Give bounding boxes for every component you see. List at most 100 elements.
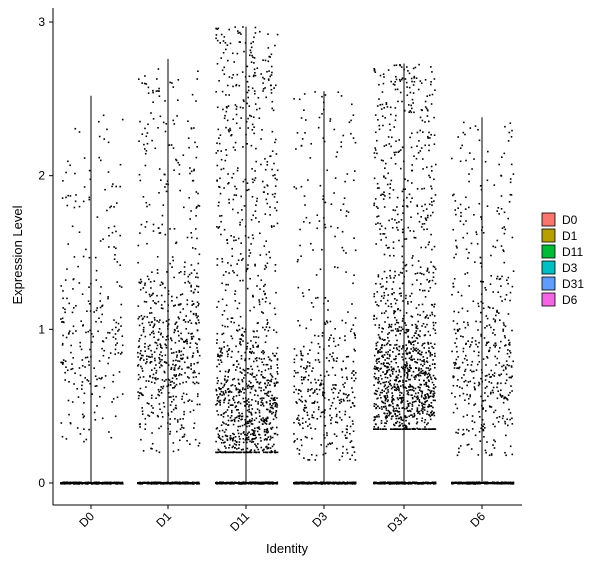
data-point: [218, 401, 220, 403]
data-point: [250, 115, 253, 118]
data-point: [297, 414, 300, 417]
data-point: [251, 420, 253, 422]
data-point: [171, 300, 173, 302]
data-point: [191, 400, 193, 402]
data-point: [61, 435, 64, 438]
data-point: [109, 352, 112, 354]
data-point: [377, 381, 379, 384]
data-point: [258, 303, 261, 306]
data-point: [246, 65, 249, 68]
data-point: [390, 326, 393, 328]
data-point: [98, 135, 101, 138]
data-point: [150, 294, 153, 296]
data-point: [139, 232, 141, 234]
data-point: [334, 235, 336, 238]
data-point: [178, 164, 181, 166]
data-point: [158, 394, 161, 397]
data-point: [405, 297, 407, 300]
data-point: [265, 96, 267, 99]
data-point: [181, 338, 184, 341]
data-point: [413, 81, 416, 83]
data-point: [354, 141, 357, 144]
data-point: [259, 437, 262, 439]
data-point: [222, 52, 225, 54]
data-point: [177, 449, 180, 451]
data-point: [264, 87, 266, 89]
data-point: [226, 318, 229, 320]
data-point: [171, 339, 173, 342]
data-point: [251, 417, 253, 420]
data-point: [300, 444, 303, 447]
data-point: [412, 350, 414, 352]
data-point: [120, 325, 122, 327]
data-point: [409, 410, 412, 413]
data-point: [373, 318, 375, 320]
data-point: [405, 426, 407, 428]
data-point: [253, 336, 255, 338]
data-point: [259, 381, 262, 384]
data-point: [267, 436, 270, 438]
data-point: [234, 300, 237, 302]
data-point: [410, 292, 413, 295]
data-point: [224, 370, 227, 373]
data-point: [190, 310, 192, 313]
data-point: [231, 446, 234, 449]
data-point: [274, 207, 276, 209]
data-point: [142, 329, 145, 331]
data-point: [168, 144, 171, 146]
data-point: [196, 78, 198, 80]
data-point: [402, 267, 404, 270]
data-point: [226, 435, 229, 438]
data-point: [398, 410, 400, 413]
data-point: [239, 389, 241, 391]
data-point: [389, 254, 391, 257]
data-point: [383, 294, 386, 297]
data-point: [300, 365, 302, 368]
data-point: [171, 256, 174, 258]
data-point: [152, 407, 154, 409]
data-point: [270, 84, 272, 87]
data-point: [216, 410, 218, 412]
data-point: [161, 347, 163, 349]
data-point: [433, 394, 435, 397]
data-point: [432, 406, 434, 409]
data-point: [402, 367, 404, 370]
data-point: [71, 225, 74, 228]
data-point: [101, 376, 103, 379]
data-point: [242, 257, 244, 260]
data-point: [403, 238, 406, 240]
data-point: [164, 100, 166, 102]
data-point: [340, 141, 343, 143]
data-point: [246, 287, 249, 290]
data-point: [263, 351, 265, 354]
data-point: [416, 131, 419, 134]
data-point: [414, 392, 417, 395]
data-point: [342, 360, 344, 363]
data-point: [254, 430, 256, 432]
data-point: [346, 428, 348, 431]
data-point: [223, 36, 226, 38]
data-point: [304, 436, 307, 438]
data-point: [250, 411, 252, 414]
data-point: [398, 139, 400, 141]
data-point: [253, 68, 256, 71]
data-point: [252, 116, 255, 118]
data-point: [430, 376, 432, 379]
data-point: [234, 293, 236, 295]
data-point: [250, 243, 252, 245]
data-point: [276, 178, 278, 181]
data-point: [407, 303, 409, 305]
data-point: [182, 308, 184, 310]
data-point: [264, 422, 267, 424]
data-point: [218, 185, 220, 188]
data-point: [243, 369, 246, 372]
data-point: [255, 436, 257, 439]
data-point: [218, 137, 220, 139]
data-point: [274, 449, 276, 452]
data-point: [228, 130, 230, 133]
data-point: [111, 328, 114, 331]
data-point: [388, 323, 390, 326]
data-point: [178, 317, 180, 320]
data-point: [169, 228, 171, 230]
data-point: [248, 401, 250, 403]
